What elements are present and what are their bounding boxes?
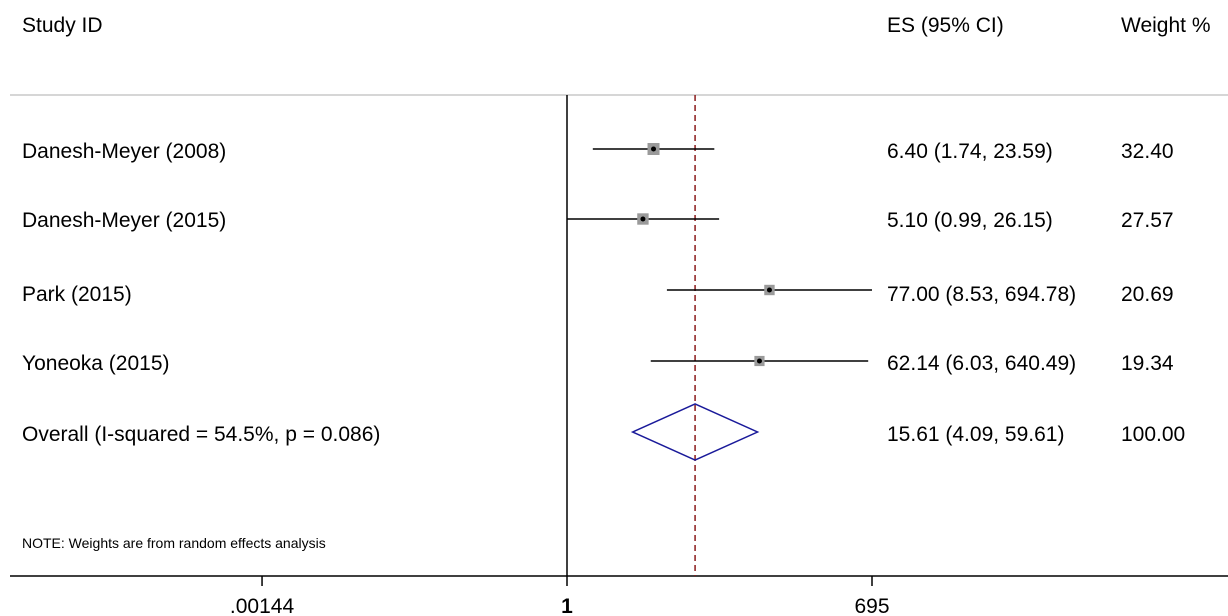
study-es-ci: 6.40 (1.74, 23.59) bbox=[887, 140, 1053, 163]
x-tick-label: .00144 bbox=[230, 595, 295, 616]
header-weight: Weight % bbox=[1121, 14, 1211, 37]
point-estimate bbox=[756, 358, 762, 364]
study-weight: 27.57 bbox=[1121, 209, 1174, 232]
point-estimate bbox=[651, 146, 657, 152]
x-tick-label: 695 bbox=[854, 595, 889, 616]
study-weight: 32.40 bbox=[1121, 140, 1174, 163]
study-label: Park (2015) bbox=[22, 283, 132, 306]
study-weight: 19.34 bbox=[1121, 352, 1174, 375]
overall-label: Overall (I-squared = 54.5%, p = 0.086) bbox=[22, 423, 380, 446]
study-weight: 20.69 bbox=[1121, 283, 1174, 306]
study-label: Danesh-Meyer (2008) bbox=[22, 140, 226, 163]
header-es-ci: ES (95% CI) bbox=[887, 14, 1004, 37]
study-es-ci: 62.14 (6.03, 640.49) bbox=[887, 352, 1076, 375]
point-estimate bbox=[640, 216, 646, 222]
header-study-id: Study ID bbox=[22, 14, 103, 37]
weights-note: NOTE: Weights are from random effects an… bbox=[22, 535, 326, 551]
x-tick-label: 1 bbox=[561, 595, 573, 616]
overall-diamond bbox=[630, 403, 760, 461]
study-label: Yoneoka (2015) bbox=[22, 352, 170, 375]
overall-es-ci: 15.61 (4.09, 59.61) bbox=[887, 423, 1064, 446]
point-estimate bbox=[766, 287, 772, 293]
overall-weight: 100.00 bbox=[1121, 423, 1185, 446]
plot-marks: .00144 1 695 bbox=[230, 95, 890, 616]
study-es-ci: 5.10 (0.99, 26.15) bbox=[887, 209, 1053, 232]
study-label: Danesh-Meyer (2015) bbox=[22, 209, 226, 232]
study-es-ci: 77.00 (8.53, 694.78) bbox=[887, 283, 1076, 306]
